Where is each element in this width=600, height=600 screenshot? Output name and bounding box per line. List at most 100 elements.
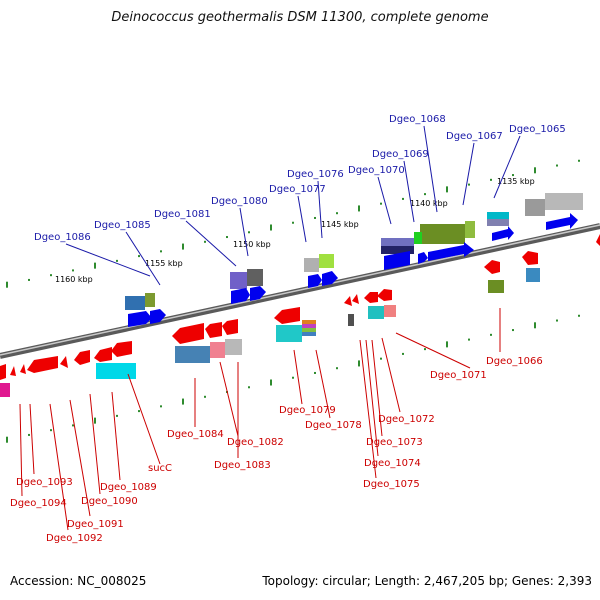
- leader-line: [69, 399, 91, 517]
- leader-line: [185, 220, 237, 267]
- gene-block: [420, 224, 465, 244]
- gene-block: [302, 332, 316, 336]
- tick-mark: [6, 281, 8, 288]
- tick-mark: [204, 395, 206, 398]
- gene-label: sucC: [148, 463, 172, 474]
- tick-mark: [358, 205, 360, 212]
- gene-arrow-reverse: [344, 296, 352, 306]
- tick-mark: [578, 159, 580, 162]
- leader-lines: [19, 125, 521, 531]
- gene-label: Dgeo_1070: [348, 165, 405, 176]
- leader-line: [297, 195, 307, 243]
- tick-mark: [28, 433, 30, 436]
- tick-mark: [204, 240, 206, 243]
- gene-block: [230, 272, 247, 289]
- gene-label: Dgeo_1073: [366, 437, 423, 448]
- gene-arrow-reverse: [364, 292, 378, 303]
- tick-mark: [468, 338, 470, 341]
- gene-block: [247, 269, 263, 286]
- tick-mark: [182, 398, 184, 405]
- tick-mark: [50, 274, 52, 277]
- gene-arrow-reverse: [10, 366, 16, 376]
- gene-label: Dgeo_1081: [154, 209, 211, 220]
- tick-mark: [182, 243, 184, 250]
- leader-line: [377, 176, 392, 225]
- accession-text: Accession: NC_008025: [10, 574, 147, 588]
- tick-mark: [314, 216, 316, 219]
- tick-mark: [292, 376, 294, 379]
- gene-block: [381, 246, 414, 254]
- gene-label: Dgeo_1079: [279, 405, 336, 416]
- tick-mark: [292, 221, 294, 224]
- gene-block: [125, 296, 145, 310]
- gene-arrow-forward: [384, 251, 410, 270]
- gene-arrow-forward: [418, 252, 428, 264]
- tick-mark: [314, 371, 316, 374]
- gene-block: [225, 339, 242, 355]
- gene-block: [96, 363, 136, 379]
- tick-mark: [248, 231, 250, 234]
- gene-arrow-forward: [150, 309, 166, 324]
- leader-line: [317, 180, 323, 239]
- tick-mark: [490, 333, 492, 336]
- gene-arrow-reverse: [222, 319, 238, 335]
- leader-line: [293, 349, 303, 405]
- kbp-1135: 1135 kbp: [497, 177, 535, 186]
- gene-block: [276, 325, 302, 342]
- gene-block: [488, 280, 504, 293]
- gene-label: Dgeo_1080: [211, 196, 268, 207]
- gene-arrow-reverse: [596, 234, 600, 246]
- gene-arrow-reverse: [20, 364, 26, 374]
- gene-label: Dgeo_1074: [364, 458, 421, 469]
- leader-line: [127, 373, 161, 465]
- leader-line: [403, 160, 415, 223]
- gene-arrow-reverse: [484, 260, 500, 274]
- leader-line: [381, 337, 401, 413]
- gene-label: Dgeo_1093: [16, 477, 73, 488]
- forward-strand-genes: [125, 193, 583, 327]
- gene-block: [525, 199, 545, 216]
- gene-label: Dgeo_1086: [34, 232, 91, 243]
- gene-arrow-reverse: [274, 307, 300, 324]
- reverse-labels: Dgeo_1066 Dgeo_1071 Dgeo_1072 Dgeo_1073 …: [10, 356, 543, 544]
- tick-mark: [468, 183, 470, 186]
- gene-label: Dgeo_1091: [67, 519, 124, 530]
- tick-mark: [512, 329, 514, 332]
- gene-label: Dgeo_1076: [287, 169, 344, 180]
- gene-block: [381, 238, 414, 246]
- leader-line: [423, 125, 438, 213]
- tick-mark: [160, 250, 162, 253]
- gene-arrow-reverse: [74, 350, 90, 365]
- gene-label: Dgeo_1067: [446, 131, 503, 142]
- gene-block: [384, 305, 396, 317]
- gene-arrow-forward: [322, 271, 338, 286]
- leader-line: [359, 339, 377, 479]
- gene-block: [175, 346, 210, 363]
- leader-line: [371, 339, 383, 437]
- gene-label: Dgeo_1065: [509, 124, 566, 135]
- kbp-1155: 1155 kbp: [145, 259, 183, 268]
- gene-arrow-reverse: [111, 341, 132, 357]
- gene-label: Dgeo_1092: [46, 533, 103, 544]
- kbp-1145: 1145 kbp: [321, 220, 359, 229]
- tick-mark: [50, 429, 52, 432]
- tick-mark: [160, 405, 162, 408]
- gene-label: Dgeo_1089: [100, 482, 157, 493]
- tick-mark: [424, 193, 426, 196]
- gene-label: Dgeo_1072: [378, 414, 435, 425]
- kbp-1160: 1160 kbp: [55, 275, 93, 284]
- gene-block: [368, 306, 384, 319]
- gene-block: [302, 320, 316, 324]
- gene-block: [526, 268, 540, 282]
- leader-line: [239, 207, 249, 257]
- gene-label: Dgeo_1071: [430, 370, 487, 381]
- gene-arrow-forward: [128, 311, 152, 327]
- tick-mark: [116, 414, 118, 417]
- gene-label: Dgeo_1069: [372, 149, 429, 160]
- gene-arrow-reverse: [205, 322, 222, 338]
- leader-line: [49, 403, 69, 531]
- tick-mark: [138, 255, 140, 258]
- tick-mark: [270, 379, 272, 386]
- leader-line: [19, 403, 23, 497]
